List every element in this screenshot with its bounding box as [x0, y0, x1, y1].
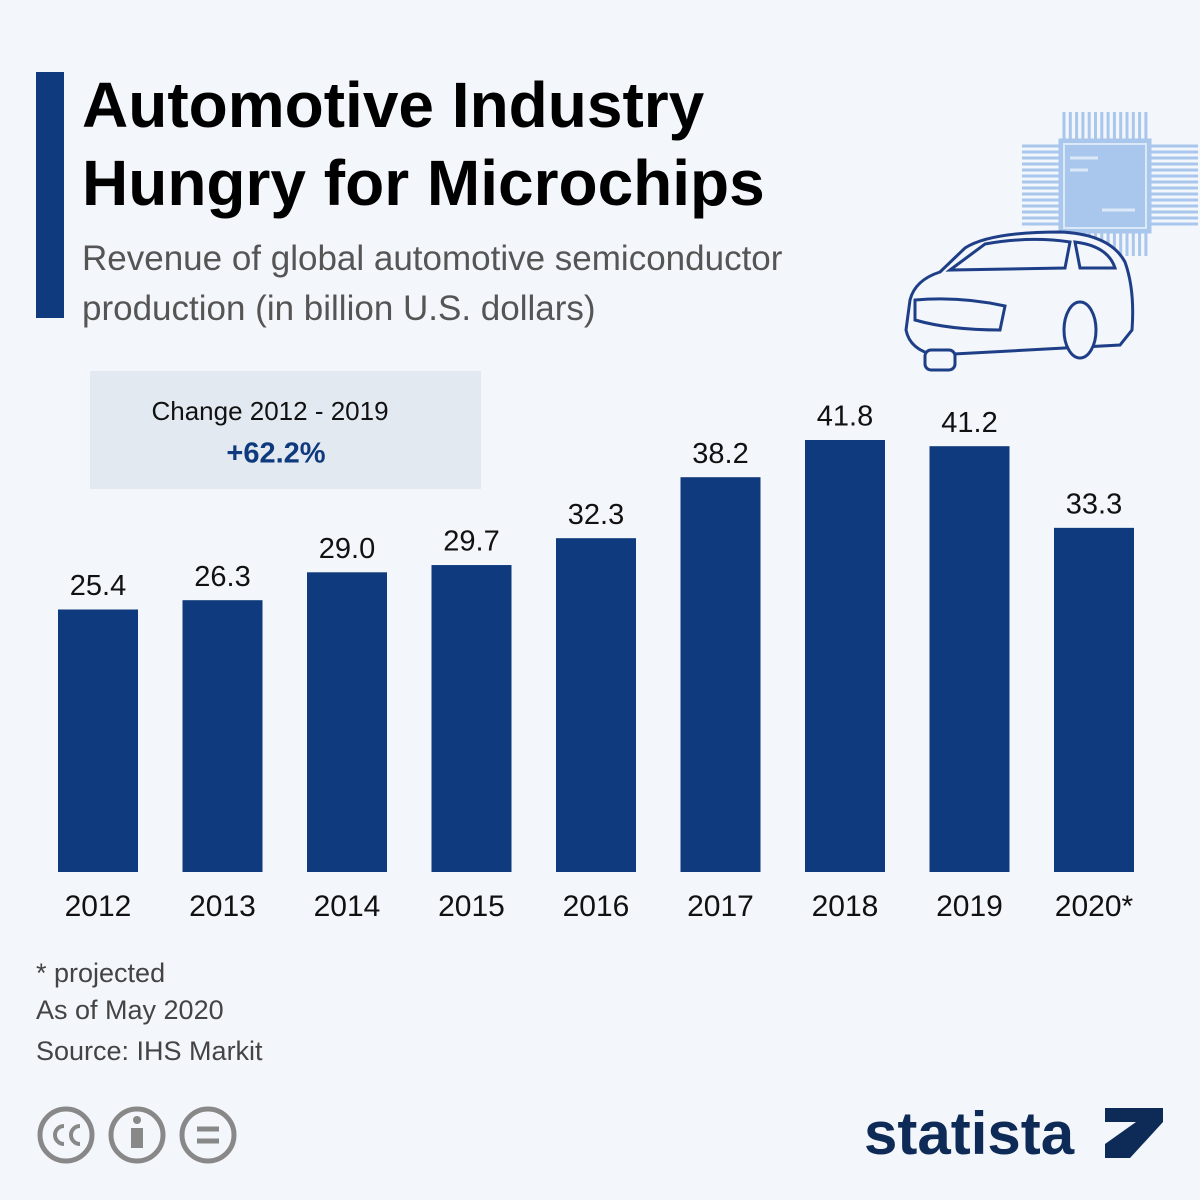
x-tick-label: 2019: [936, 890, 1003, 923]
value-label: 41.2: [941, 407, 997, 439]
bar: [556, 538, 636, 872]
bar: [929, 446, 1010, 872]
logo-mark: [1105, 1108, 1163, 1158]
x-tick-label: 2014: [314, 890, 381, 923]
bar: [307, 572, 387, 872]
value-label: 26.3: [194, 561, 250, 593]
value-label: 29.7: [443, 526, 499, 558]
bar: [680, 477, 761, 872]
footnote: Source: IHS Markit: [36, 1036, 263, 1066]
x-tick-label: 2015: [438, 890, 505, 923]
value-label: 32.3: [568, 499, 624, 531]
x-tick-label: 2017: [687, 890, 754, 923]
value-label: 41.8: [817, 401, 873, 433]
footnote: As of May 2020: [36, 995, 224, 1025]
license-icons: [37, 1106, 237, 1164]
x-tick-label: 2013: [189, 890, 256, 923]
annotation-label: Change 2012 - 2019: [151, 396, 388, 426]
car-icon: [904, 230, 1135, 372]
bar: [182, 600, 263, 872]
annotation-box: [90, 371, 481, 489]
chart-title: Automotive Industry Hungry for Microchip…: [82, 69, 765, 219]
x-tick-label: 2012: [65, 890, 132, 923]
logo: statista: [864, 1100, 1075, 1167]
value-label: 38.2: [692, 438, 748, 470]
value-label: 25.4: [70, 570, 126, 602]
bar: [805, 440, 885, 872]
value-label: 29.0: [319, 533, 375, 565]
x-tick-label: 2018: [812, 890, 879, 923]
bar: [58, 609, 138, 872]
bars: 25.4 2012 26.3 2013 29.0 2014 29.7 2015 32.3 2016…: [58, 401, 1134, 923]
footnote: * projected: [36, 958, 165, 988]
annotation-value: +62.2%: [226, 438, 325, 470]
bar: [1054, 527, 1134, 872]
accent-bar: [36, 72, 64, 318]
x-tick-label: 2020*: [1055, 890, 1134, 923]
chart-subtitle: Revenue of global automotive semiconduct…: [82, 239, 783, 328]
bar: [431, 565, 512, 872]
x-tick-label: 2016: [563, 890, 630, 923]
value-label: 33.3: [1066, 489, 1122, 521]
